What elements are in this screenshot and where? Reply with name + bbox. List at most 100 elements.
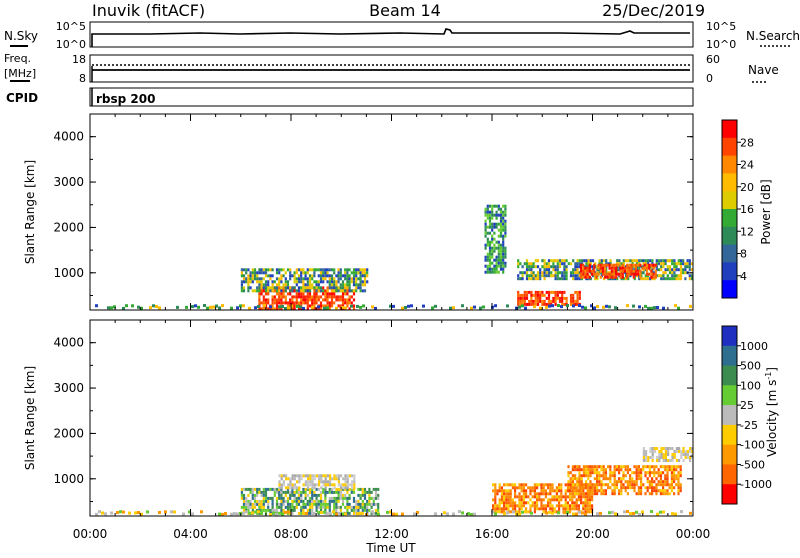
power-feature-1-cell [275, 268, 279, 272]
power-feature-1-cell [348, 283, 351, 287]
vel-feature-2-cell [564, 492, 567, 496]
vel-feature-2-cell [586, 507, 589, 511]
power-feature-3-cell [639, 263, 642, 267]
power-feature-1-cell [363, 280, 367, 284]
vel-feature-3-cell [620, 477, 623, 481]
vel-ground-cell [548, 510, 551, 514]
power-feature-3-cell [615, 269, 618, 273]
vel-ground-cell [467, 512, 470, 516]
vel-feature-0-cell [267, 496, 270, 500]
vel-feature-0-cell [333, 502, 336, 506]
power-feature-2-cell [556, 271, 559, 275]
vel-feature-4-cell [660, 456, 663, 459]
vel-feature-2-cell [542, 510, 545, 514]
vel-feature-2-cell [549, 504, 552, 508]
vel-feature-0-cell [286, 496, 290, 500]
vel-feature-1-cell [329, 474, 332, 478]
power-feature-3-cell [637, 263, 640, 267]
power-feature-1-cell [322, 280, 325, 284]
vel-feature-0-cell [337, 505, 340, 509]
power-feature-2-cell [545, 262, 548, 266]
vel-feature-2-cell [500, 486, 503, 490]
power-feature-5-cell [488, 252, 492, 256]
vel-feature-0-cell [357, 487, 360, 491]
vel-feature-3-cell [653, 474, 656, 478]
power-feature-1-cell [297, 277, 301, 281]
vel-feature-4-cell [658, 453, 661, 456]
power-feature-1-cell [359, 268, 362, 272]
vel-feature-4-cell [645, 456, 648, 459]
power-feature-4-cell [578, 293, 581, 297]
power-feature-0-cell [278, 286, 281, 290]
vel-feature-0-cell [368, 496, 371, 500]
vel-feature-0-cell [348, 487, 351, 491]
power-feature-2-cell [673, 277, 676, 281]
vel-feature-3-cell [626, 468, 629, 472]
vel-feature-2-cell [551, 483, 554, 487]
vel-feature-0-cell [374, 502, 378, 506]
power-feature-5-cell [499, 216, 503, 220]
power-feature-1-cell [286, 268, 290, 272]
power-feature-1-cell [280, 289, 283, 293]
power-feature-2-cell [534, 265, 537, 269]
vel-feature-2-cell [540, 504, 543, 508]
vel-feature-2-cell [555, 510, 558, 514]
power-feature-5-cell [493, 231, 496, 235]
power-ground-cell [215, 304, 218, 308]
power-feature-5-cell [499, 258, 503, 262]
power-feature-5-cell [491, 249, 494, 253]
vel-feature-1-cell [337, 483, 340, 487]
power-feature-5-cell [488, 270, 492, 274]
power-feature-3-cell [650, 263, 653, 267]
power-feature-1-cell [322, 289, 325, 293]
vel-feature-0-cell [260, 508, 263, 512]
power-feature-1-cell [258, 268, 261, 272]
vel-feature-2-cell [500, 489, 503, 493]
vel-feature-0-cell [315, 493, 318, 497]
vel-feature-0-cell [313, 511, 316, 515]
power-feature-0-cell [297, 301, 301, 305]
power-ground-cell [335, 306, 338, 310]
vel-feature-3-cell [591, 465, 594, 469]
power-feature-4-cell [532, 299, 535, 303]
vel-feature-3-cell [675, 474, 678, 478]
vel-feature-3-cell [673, 480, 676, 484]
power-feature-5-cell [486, 231, 489, 235]
power-feature-3-cell [579, 275, 583, 279]
vel-feature-3-cell [618, 489, 621, 493]
power-feature-2-cell [668, 265, 672, 269]
power-feature-4-cell [523, 302, 526, 306]
power-feature-4-cell [532, 302, 535, 306]
power-feature-2-cell [561, 259, 564, 263]
vel-feature-3-cell [673, 465, 676, 469]
vel-feature-1-cell [291, 486, 294, 490]
power-feature-4-cell [530, 302, 533, 306]
vel-ground-cell [236, 512, 239, 516]
vel-feature-1-cell [296, 486, 299, 490]
power-feature-4-cell [547, 290, 551, 294]
vel-feature-2-cell [494, 504, 497, 508]
power-feature-2-cell [543, 277, 546, 281]
vel-feature-2-cell [494, 483, 497, 487]
power-feature-0-cell [337, 298, 340, 302]
vel-ground-cell [689, 511, 692, 515]
power-feature-3-cell [639, 269, 642, 273]
power-ground-cell [254, 306, 257, 310]
power-feature-1-cell [330, 277, 334, 281]
vel-feature-3-cell [664, 465, 667, 469]
power-feature-5-cell [504, 246, 507, 250]
vel-feature-3-cell [574, 492, 577, 496]
vel-feature-3-cell [624, 480, 627, 484]
vel-feature-2-cell [511, 486, 514, 490]
power-feature-0-cell [295, 301, 298, 305]
vel-feature-2-cell [518, 498, 521, 502]
power-feature-1-cell [253, 277, 257, 281]
vel-feature-2-cell [522, 486, 525, 490]
power-feature-0-cell [286, 301, 290, 305]
vel-feature-3-cell [653, 489, 656, 493]
x-tick-label: 08:00 [274, 527, 309, 541]
power-ground-cell [317, 305, 320, 309]
power-feature-0-cell [306, 301, 309, 305]
vel-feature-2-cell [531, 489, 534, 493]
vel-feature-0-cell [302, 499, 305, 503]
